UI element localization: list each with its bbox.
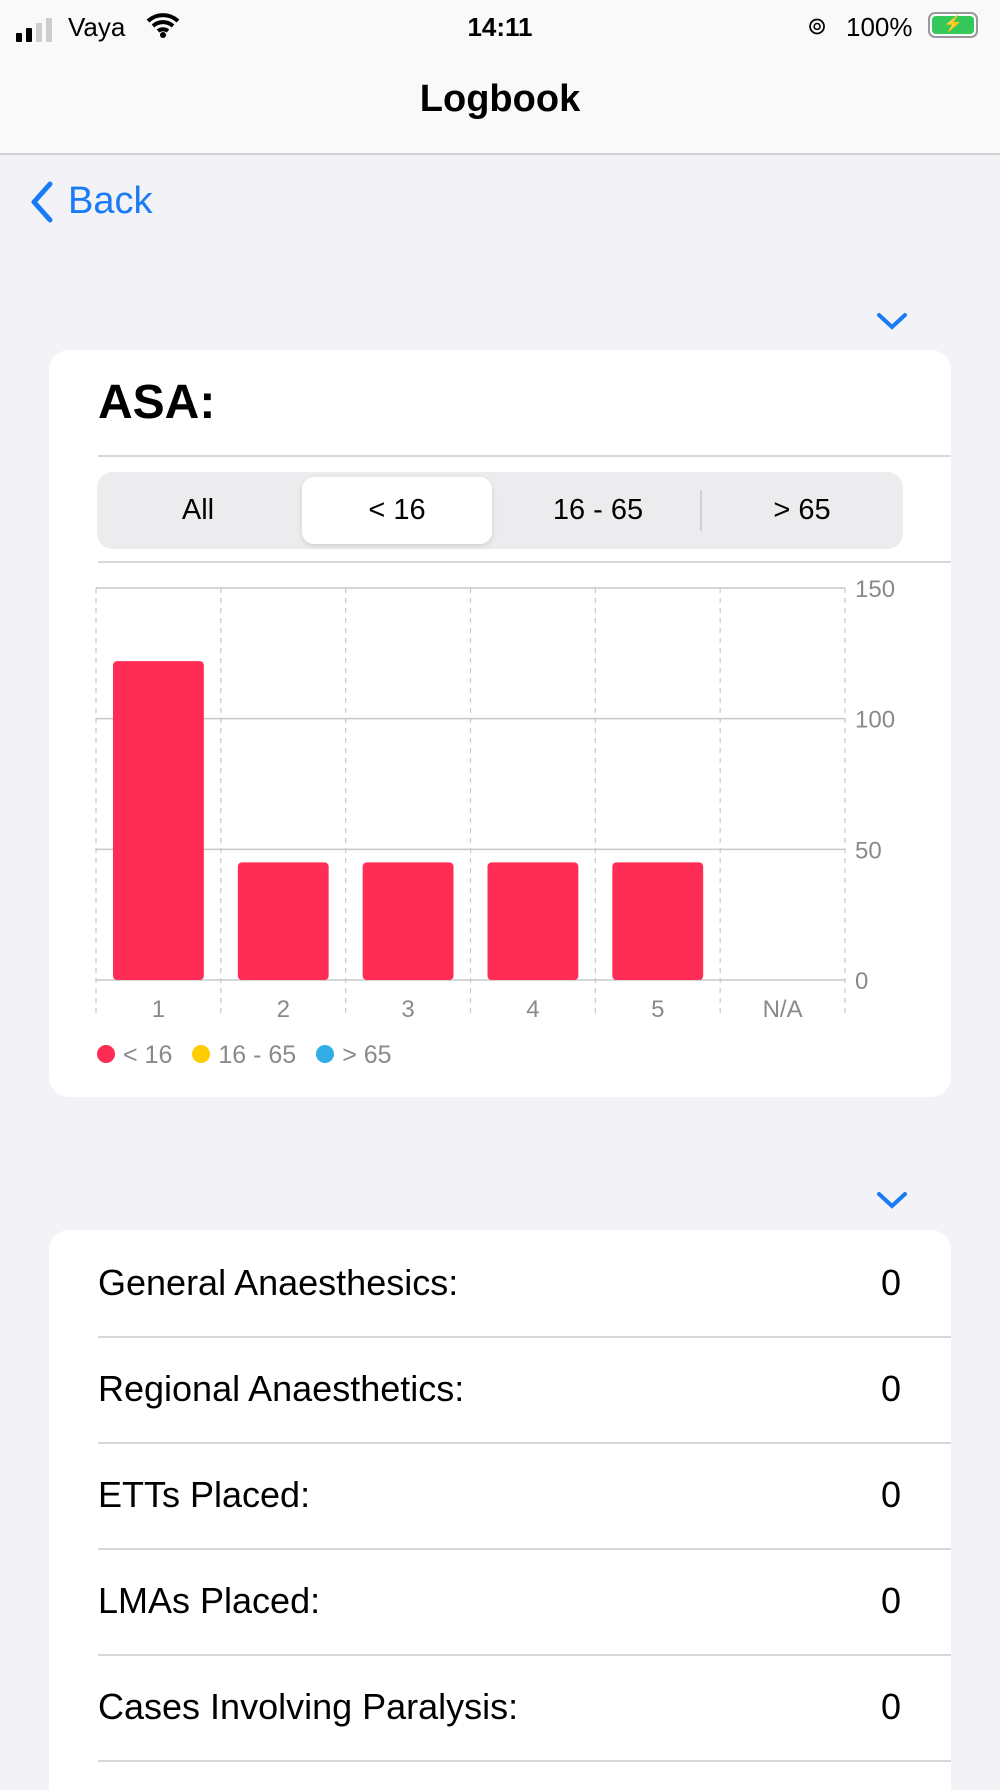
bar [487, 862, 579, 980]
segment-under-16[interactable]: < 16 [302, 477, 492, 544]
segment-over-65[interactable]: > 65 [773, 494, 831, 526]
divider [98, 1760, 951, 1762]
stat-label: Cases Involving Paralysis: [98, 1686, 519, 1727]
stat-row: LMAs Placed: 0 [49, 1548, 951, 1654]
chevron-down-icon[interactable] [876, 312, 908, 330]
x-tick-label: 5 [651, 996, 664, 1023]
navigation-bar: Logbook [0, 60, 1000, 155]
divider [98, 455, 951, 457]
legend-label: < 16 [123, 1041, 173, 1069]
stat-row: General Anaesthesics: 0 [49, 1230, 951, 1336]
legend-label: > 65 [342, 1041, 392, 1069]
y-tick-label: 150 [855, 576, 895, 603]
card-title: ASA: [98, 376, 216, 429]
stat-label: ETTs Placed: [98, 1474, 311, 1515]
stat-value: 0 [880, 1262, 901, 1303]
battery-percent: 100% [846, 12, 913, 42]
chevron-down-icon[interactable] [876, 1191, 908, 1209]
wifi-icon [146, 13, 180, 38]
chevron-left-icon [31, 181, 53, 222]
y-tick-label: 50 [855, 837, 882, 864]
x-tick-label: 3 [401, 996, 414, 1023]
segment-divider [700, 490, 702, 531]
carrier: Vaya [68, 12, 126, 42]
legend-item-under-16: < 16 [97, 1041, 172, 1070]
legend-label: 16 - 65 [218, 1041, 297, 1069]
status-bar: Vaya 14:11 ⊚ 100% ⚡ [0, 0, 1000, 60]
legend-item-over-65: > 65 [316, 1041, 392, 1070]
stat-row: Regional Anaesthetics: 0 [49, 1336, 951, 1442]
x-tick-label: 1 [152, 996, 165, 1023]
divider [98, 561, 951, 563]
x-tick-label: N/A [763, 996, 803, 1023]
legend-dot [316, 1045, 335, 1063]
legend-dot [97, 1045, 115, 1063]
back-label: Back [68, 180, 153, 222]
bar [113, 661, 204, 980]
bar [362, 862, 454, 980]
stat-label: LMAs Placed: [98, 1580, 321, 1621]
asa-card: ASA: All < 16 16 - 65 > 65 0 50 100 150 1 2 3 4… [49, 350, 951, 1097]
legend-item-16-65: 16 - 65 [192, 1041, 296, 1070]
stat-value: 0 [880, 1474, 901, 1515]
stat-value: 0 [880, 1368, 901, 1409]
signal-icon [16, 18, 52, 42]
bar [612, 862, 704, 980]
divider [98, 1336, 951, 1338]
stat-row: Cases Involving Paralysis: 0 [49, 1654, 951, 1760]
chart-legend: < 16 16 - 65 > 65 [97, 1041, 392, 1070]
segment-all[interactable]: All [181, 494, 215, 526]
age-segmented-control: All < 16 16 - 65 > 65 [97, 472, 903, 549]
stat-row: ETTs Placed: 0 [49, 1442, 951, 1548]
stat-value: 0 [880, 1686, 901, 1727]
bar [237, 862, 329, 980]
battery-charging-icon: ⚡ [928, 12, 978, 38]
y-tick-label: 0 [855, 968, 868, 995]
stat-label: Regional Anaesthetics: [98, 1368, 465, 1409]
divider [98, 1548, 951, 1550]
back-button[interactable]: Back [30, 180, 152, 223]
y-tick-label: 100 [855, 707, 895, 734]
x-tick-label: 2 [277, 996, 290, 1023]
page-title: Logbook [419, 78, 581, 120]
asa-bar-chart: 0 50 100 150 1 2 3 4 5 N/A [95, 576, 895, 1023]
segment-16-65[interactable]: 16 - 65 [552, 494, 644, 526]
stats-card [49, 1230, 951, 1790]
clock: 14:11 [467, 12, 533, 42]
divider [98, 1442, 951, 1444]
x-tick-label: 4 [526, 996, 539, 1023]
rotation-lock-icon: ⊚ [807, 13, 828, 40]
stat-label: General Anaesthesics: [98, 1262, 459, 1303]
divider [98, 1654, 951, 1656]
legend-dot [192, 1045, 211, 1063]
stat-value: 0 [880, 1580, 901, 1621]
